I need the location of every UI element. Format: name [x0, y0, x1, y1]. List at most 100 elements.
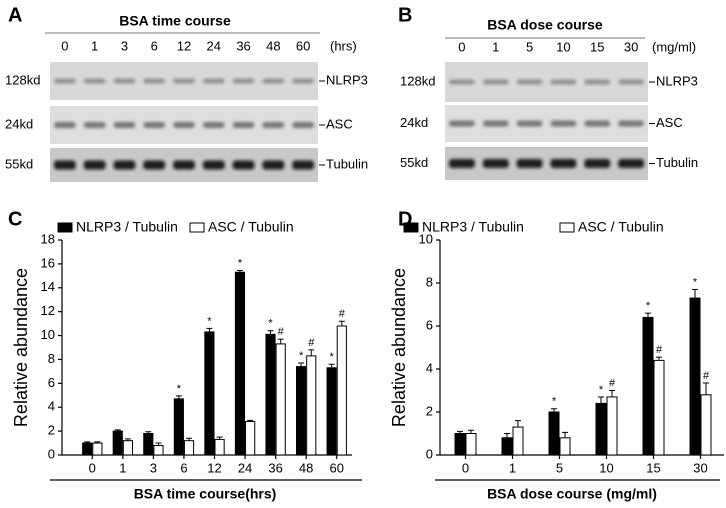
bar [143, 433, 154, 456]
size-label: 128kd [5, 72, 40, 87]
x-tick-label: 5 [556, 460, 563, 475]
lane-unit: (hrs) [330, 38, 357, 53]
blot-band [262, 122, 285, 128]
blot-band [83, 122, 106, 128]
blot-band [292, 160, 314, 170]
x-tick-label: 10 [599, 460, 613, 475]
blot-band [143, 160, 166, 170]
y-tick-label: 8 [48, 351, 55, 366]
bar [548, 411, 560, 456]
blot-band [83, 160, 106, 170]
error-bar [562, 431, 568, 438]
x-tick-label: 1 [509, 460, 516, 475]
y-tick-label: 8 [426, 274, 433, 289]
y-tick-label: 14 [41, 279, 55, 294]
significance-marker: # [703, 370, 710, 382]
y-tick-label: 4 [426, 360, 433, 375]
error-bar [609, 390, 615, 397]
legend-swatch [57, 222, 73, 233]
lane-label: 0 [458, 39, 465, 54]
lane-label: 10 [556, 39, 570, 54]
error-bar [175, 395, 182, 399]
blot-band [54, 160, 76, 170]
error-bar [84, 441, 91, 444]
bar [642, 316, 654, 456]
x-tick-label: 1 [119, 460, 126, 475]
y-tick-label: 6 [48, 375, 55, 390]
y-tick-label: 4 [48, 399, 55, 414]
significance-marker: * [693, 276, 698, 288]
blot-band [232, 160, 255, 170]
error-bar [515, 420, 521, 428]
blot-band [449, 120, 475, 127]
error-bar [298, 362, 305, 367]
blot-band [618, 159, 644, 168]
blot-title: BSA dose course [487, 17, 603, 33]
y-tick-label: 12 [41, 303, 55, 318]
blot-band [173, 122, 195, 128]
error-bar [692, 288, 698, 299]
significance-marker: * [646, 300, 651, 312]
y-tick-label: 6 [426, 317, 433, 332]
x-tick-label: 3 [150, 460, 157, 475]
x-tick-label: 0 [462, 460, 469, 475]
y-tick-label: 2 [426, 403, 433, 418]
significance-marker: * [329, 351, 334, 363]
legend-label: ASC / Tubulin [578, 219, 664, 235]
error-bar [468, 429, 474, 434]
lane-label: 3 [121, 38, 128, 53]
error-bar [155, 442, 162, 446]
lane-label: 12 [177, 38, 191, 53]
y-tick-label: 10 [419, 231, 433, 246]
blot-band [83, 78, 106, 84]
blot-band [54, 122, 76, 128]
error-bar [308, 349, 315, 356]
blot-band [202, 78, 225, 84]
legend-swatch [189, 222, 205, 233]
bar [454, 433, 466, 456]
error-bar [124, 438, 131, 441]
error-bar [328, 363, 335, 368]
protein-label: ASC [326, 116, 353, 131]
blot-band [202, 122, 225, 128]
blot-band [232, 78, 255, 84]
blot-band [618, 79, 644, 85]
x-tick-label: 24 [238, 460, 252, 475]
error-bar [267, 330, 274, 335]
panel-label: A [8, 4, 22, 26]
blot-band [482, 159, 509, 168]
bar [306, 355, 317, 456]
legend-label: NLRP3 / Tubulin [76, 219, 178, 235]
error-bar [703, 382, 709, 395]
blot-band [113, 160, 136, 170]
legend-swatch [559, 222, 575, 233]
size-label: 24kd [400, 115, 428, 130]
significance-marker: # [308, 337, 315, 349]
blot-band [113, 122, 136, 128]
blot-band [550, 159, 577, 168]
y-tick-label: 10 [41, 327, 55, 342]
blot-band [173, 78, 195, 84]
blot-band [202, 160, 225, 170]
y-tick-label: 16 [41, 255, 55, 270]
x-axis-label: BSA dose course (mg/ml) [487, 486, 657, 502]
significance-marker: * [599, 384, 604, 396]
blot-band [550, 79, 577, 85]
legend-label: NLRP3 / Tubulin [422, 219, 524, 235]
lane-label: 15 [590, 39, 604, 54]
error-bar [206, 327, 213, 332]
error-bar [216, 436, 223, 440]
lane-label: 1 [91, 38, 98, 53]
y-tick-label: 0 [426, 446, 433, 461]
protein-label: Tubulin [656, 155, 698, 170]
x-tick-label: 36 [268, 460, 282, 475]
significance-marker: * [238, 257, 243, 269]
error-bar [277, 338, 284, 344]
bar [245, 421, 256, 456]
significance-marker: * [552, 396, 557, 408]
protein-label: NLRP3 [326, 72, 368, 87]
blot-title: BSA time course [119, 13, 231, 29]
bar [296, 366, 307, 456]
bar [465, 433, 477, 456]
error-bar [457, 430, 463, 434]
